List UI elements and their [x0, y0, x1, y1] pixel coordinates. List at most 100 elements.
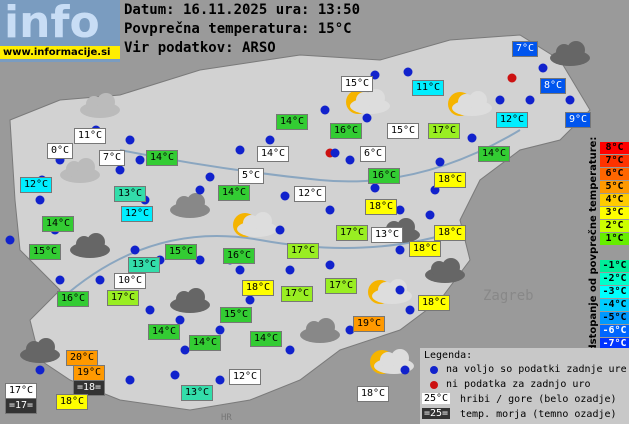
station-dot — [195, 185, 205, 195]
station-temp: 14°C — [276, 114, 309, 130]
cloud-icon — [442, 258, 460, 276]
station-dot — [320, 105, 330, 115]
station-temp: 15°C — [220, 307, 253, 323]
dot-missing — [430, 381, 438, 389]
scale-level: -6°C — [600, 325, 629, 337]
station-dot — [125, 375, 135, 385]
station-temp: 8°C — [540, 78, 567, 94]
station-dot — [175, 315, 185, 325]
scale-level: 6°C — [600, 168, 629, 180]
station-temp: 7°C — [99, 150, 126, 166]
cloud-icon — [37, 338, 55, 356]
scale-level: -5°C — [600, 312, 629, 324]
station-dot — [195, 255, 205, 265]
station-dot — [395, 285, 405, 295]
station-dot — [525, 95, 535, 105]
station-dot — [403, 67, 413, 77]
station-temp: 14°C — [148, 324, 181, 340]
station-temp: 17°C — [325, 278, 358, 294]
station-dot — [285, 345, 295, 355]
station-temp: 18°C — [418, 295, 451, 311]
station-temp: =17= — [5, 398, 38, 414]
station-temp: 14°C — [146, 150, 179, 166]
station-temp: 15°C — [341, 76, 374, 92]
station-temp: 12°C — [121, 206, 154, 222]
city-label: Zagreb — [483, 288, 534, 304]
station-dot — [265, 135, 275, 145]
station-temp: 14°C — [250, 331, 283, 347]
station-temp: 18°C — [242, 280, 275, 296]
legend-missing: ni podatka za zadnjo uro — [446, 379, 591, 390]
mountain-sample: 25°C — [422, 393, 451, 404]
cloud-icon — [317, 318, 335, 336]
station-temp: 14°C — [42, 216, 75, 232]
station-dot — [507, 73, 517, 83]
station-dot — [345, 325, 355, 335]
station-temp: 17°C — [287, 243, 320, 259]
station-temp: 13°C — [114, 186, 147, 202]
station-dot — [235, 265, 245, 275]
cloud-icon — [77, 158, 95, 176]
station-dot — [395, 205, 405, 215]
station-temp: 16°C — [330, 123, 363, 139]
station-dot — [170, 370, 180, 380]
station-temp: 18°C — [434, 172, 467, 188]
station-dot — [405, 305, 415, 315]
legend-mountain: hribi / gore (belo ozadje) — [460, 394, 617, 405]
station-temp: 18°C — [56, 394, 89, 410]
station-temp: 20°C — [66, 350, 99, 366]
station-temp: 17°C — [281, 286, 314, 302]
scale-level: 7°C — [600, 155, 629, 167]
station-dot — [362, 113, 372, 123]
scale-level: -7°C — [600, 338, 629, 350]
cloud-icon — [567, 41, 585, 59]
avg-temp: Povprečna temperatura: 15°C — [124, 21, 352, 37]
cloud-icon — [187, 193, 205, 211]
station-dot — [130, 245, 140, 255]
station-temp: 12°C — [496, 112, 529, 128]
station-temp: 0°C — [47, 143, 74, 159]
legend-available: na voljo so podatki zadnje ure — [446, 364, 627, 375]
scale-level: 3°C — [600, 207, 629, 219]
station-temp: 15°C — [165, 244, 198, 260]
station-dot — [467, 133, 477, 143]
legend-sea: temp. morja (temno ozadje) — [460, 409, 617, 420]
station-temp: 17°C — [428, 123, 461, 139]
station-dot — [95, 275, 105, 285]
station-temp: 17°C — [5, 383, 38, 399]
station-dot — [215, 375, 225, 385]
station-dot — [425, 210, 435, 220]
station-dot — [345, 155, 355, 165]
cloud-icon — [391, 349, 409, 367]
station-dot — [538, 63, 548, 73]
station-dot — [280, 191, 290, 201]
station-dot — [215, 325, 225, 335]
station-temp: 12°C — [294, 186, 327, 202]
station-dot — [275, 225, 285, 235]
station-temp: 5°C — [238, 168, 265, 184]
legend: Legenda: na voljo so podatki zadnje ure … — [420, 348, 629, 424]
station-dot — [330, 148, 340, 158]
station-temp: 16°C — [368, 168, 401, 184]
scale-level: -3°C — [600, 286, 629, 298]
station-temp: 10°C — [114, 273, 147, 289]
station-temp: 16°C — [223, 248, 256, 264]
station-temp: 18°C — [434, 225, 467, 241]
station-temp: 14°C — [257, 146, 290, 162]
scale-level: 4°C — [600, 194, 629, 206]
station-temp: 14°C — [189, 335, 222, 351]
site-url: www.informacije.si — [0, 46, 120, 59]
scale-level: -1°C — [600, 260, 629, 272]
date: Datum: 16.11.2025 ura: 13:50 — [124, 2, 361, 18]
sea-sample: =25= — [422, 408, 451, 419]
station-dot — [180, 345, 190, 355]
station-dot — [245, 295, 255, 305]
station-temp: 15°C — [387, 123, 420, 139]
station-dot — [145, 305, 155, 315]
station-temp: 19°C — [353, 316, 386, 332]
legend-title: Legenda: — [424, 350, 473, 361]
scale-level: 2°C — [600, 220, 629, 232]
scale-level: -4°C — [600, 299, 629, 311]
cloud-icon — [97, 93, 115, 111]
cloud-icon — [469, 91, 487, 109]
